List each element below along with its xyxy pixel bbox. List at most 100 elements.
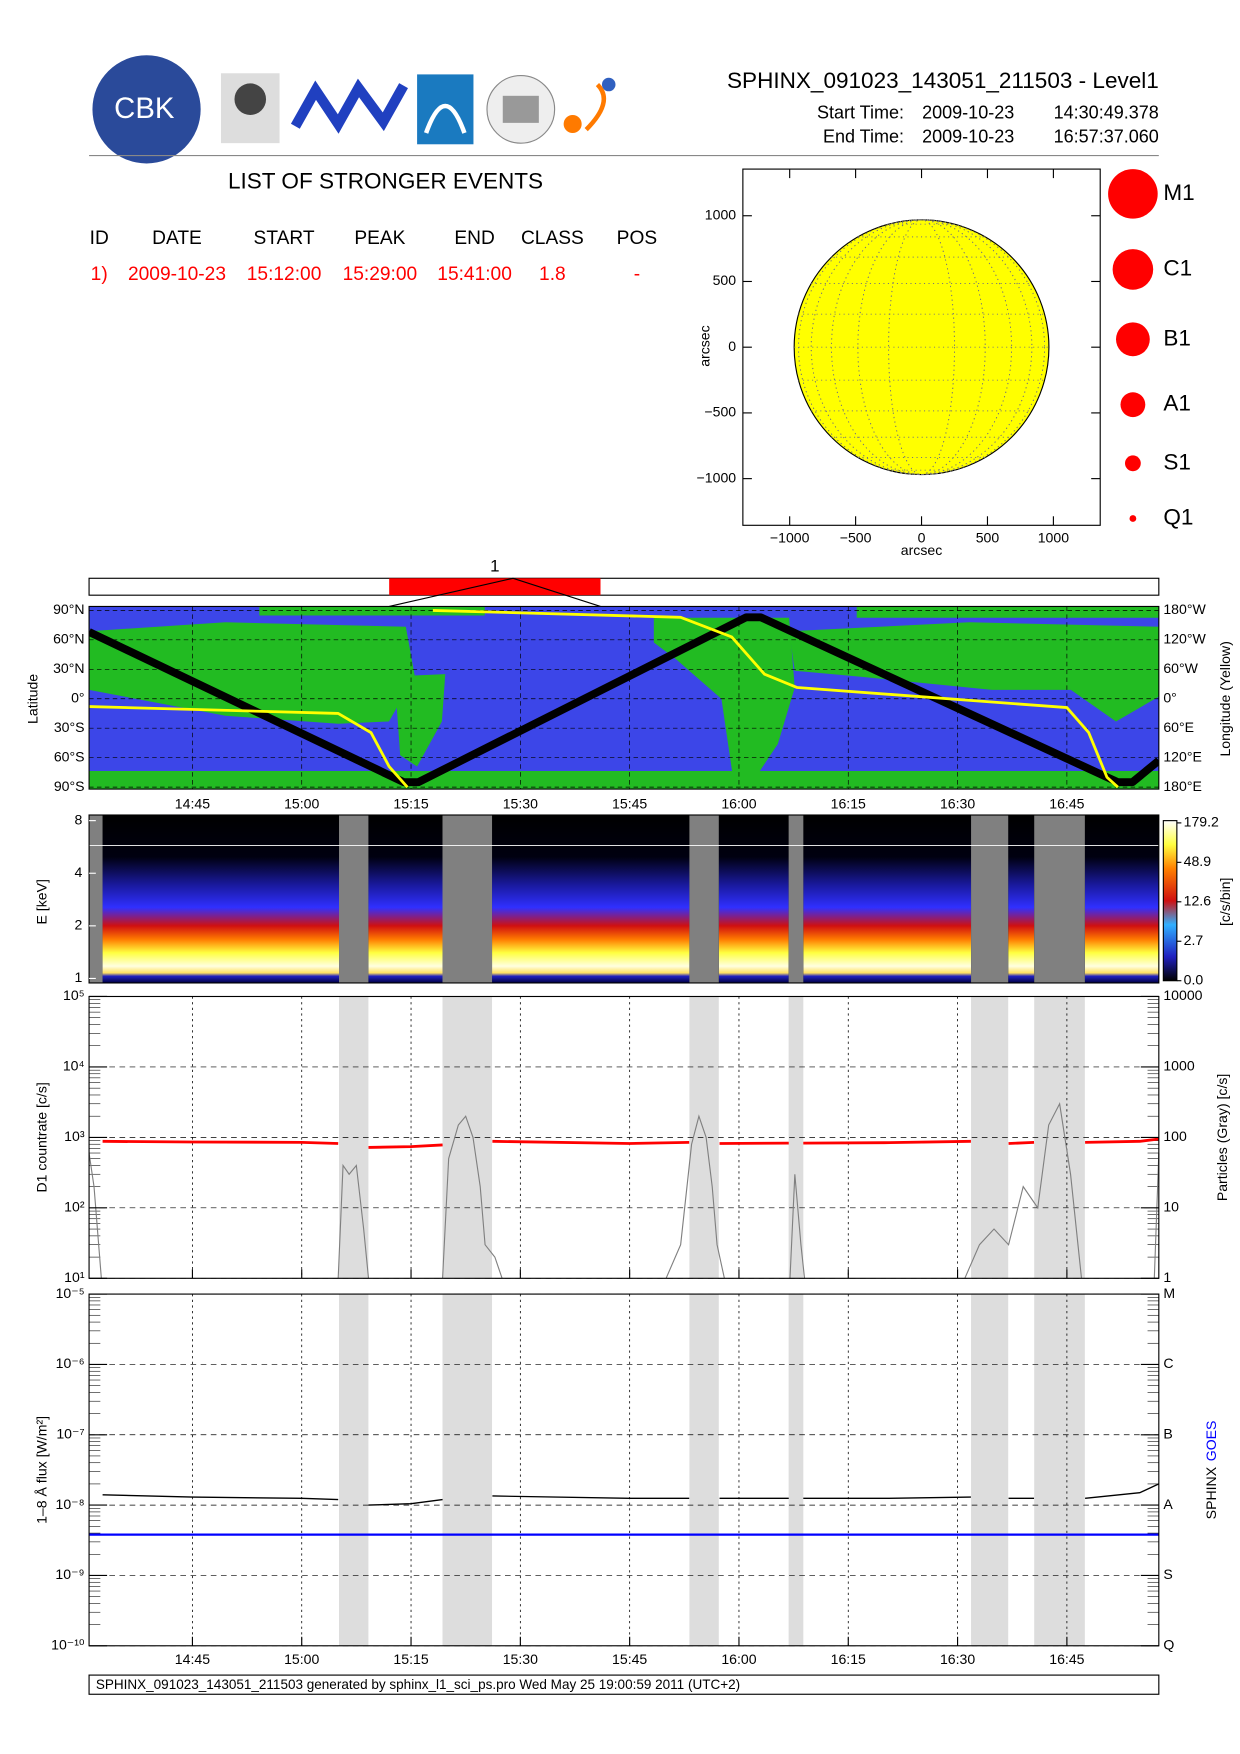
column-header: END (454, 228, 494, 249)
y-tick-label: 10⁻¹⁰ (51, 1637, 85, 1653)
spectrum (718, 815, 789, 983)
y-tick-label: 10⁻⁷ (56, 1425, 84, 1441)
event-span (389, 578, 601, 596)
y-tick-label: −1000 (697, 469, 737, 485)
legend-marker (1120, 392, 1146, 418)
y-tick-label: 10² (64, 1199, 85, 1215)
logos: CBK (92, 55, 616, 164)
land-shape (789, 622, 1159, 722)
data-gap (971, 1294, 1009, 1646)
colorbar-tick-label: 0.0 (1184, 971, 1204, 987)
y2-tick-label: 100 (1163, 1128, 1187, 1144)
land-shape (89, 622, 415, 724)
event-cell: 15:41:00 (437, 264, 512, 285)
x-tick-label: 16:15 (831, 1651, 866, 1667)
event-cell: 1.8 (539, 264, 566, 285)
x-tick-label: 500 (976, 530, 1000, 546)
y-tick-label: 500 (713, 272, 737, 288)
y-tick-label: 30°S (54, 719, 85, 735)
spectrum (1084, 815, 1159, 983)
spectrum (368, 815, 443, 983)
footer-text: SPHINX_091023_143051_211503 generated by… (96, 1677, 740, 1692)
y-tick-label: 90°S (54, 778, 85, 794)
x-tick-label: 0 (918, 530, 926, 546)
data-gap (1034, 815, 1085, 983)
y-tick-label: 10⁵ (63, 987, 85, 1003)
y2-tick-label: 0° (1163, 689, 1176, 705)
x-tick-label: 16:45 (1049, 1651, 1084, 1667)
y2-tick-label: 180°E (1163, 778, 1202, 794)
series-line (102, 1137, 1159, 1149)
y-tick-label: 8 (74, 811, 82, 827)
data-gap (442, 815, 493, 983)
x-tick-label: 15:30 (503, 1651, 538, 1667)
event-peak (389, 577, 601, 608)
start-time: 14:30:49.378 (1054, 103, 1159, 123)
legend-marker (1129, 515, 1137, 522)
land-shape (259, 606, 485, 616)
y2-tick-label: 10 (1163, 1199, 1179, 1215)
end-time: 16:57:37.060 (1054, 126, 1159, 146)
y2-tick-label: S (1163, 1566, 1172, 1582)
y-tick-label: −500 (704, 404, 736, 420)
logo-earth (601, 77, 616, 92)
spectrum (803, 815, 972, 983)
column-header: POS (617, 228, 657, 249)
x-tick-label: 16:00 (721, 1651, 756, 1667)
y-tick-label: 2 (74, 917, 82, 933)
y2-tick-label: 120°E (1163, 748, 1202, 764)
spectrum (492, 815, 690, 983)
legend-label: Q1 (1163, 504, 1193, 529)
x-tick-label: 16:30 (940, 1651, 975, 1667)
start-label: Start Time: (817, 103, 904, 123)
column-header: ID (90, 228, 109, 249)
y-tick-label: 90°N (53, 601, 84, 617)
logo-text: CBK (114, 92, 175, 125)
spectrum (102, 815, 340, 983)
legend-label: A1 (1163, 391, 1191, 416)
x-tick-label: 15:00 (284, 796, 319, 812)
x-tick-label: 15:15 (393, 1651, 428, 1667)
land-shape (89, 771, 1159, 790)
column-header: CLASS (521, 228, 584, 249)
y-tick-label: 10⁻⁸ (56, 1496, 85, 1512)
y-tick-label: 1000 (705, 206, 736, 222)
event-cell: 2009-10-23 (128, 264, 226, 285)
y2-tick-label: B (1163, 1425, 1172, 1441)
y-tick-label: 60°S (54, 748, 85, 764)
y-tick-label: 0° (71, 689, 84, 705)
logo-portrait-head (234, 83, 267, 115)
column-header: START (254, 228, 315, 249)
y-tick-label: 0 (728, 338, 736, 354)
legend-label: B1 (1163, 325, 1191, 350)
x-axis-label: arcsec (901, 542, 942, 558)
y2-axis-label: Particles (Gray) [c/s] (1214, 1074, 1230, 1202)
y2-tick-label: 180°W (1163, 601, 1206, 617)
event-cell: - (634, 264, 640, 285)
orbit-track (89, 613, 1159, 787)
legend-entry: SPHINX (1203, 1466, 1219, 1519)
legend: SPHINX GOES (1203, 1421, 1219, 1520)
legend-marker (1125, 455, 1141, 472)
y-axis-label: 1–8 Å flux [W/m²] (34, 1416, 50, 1524)
legend-label: C1 (1163, 255, 1192, 280)
y-tick-label: 10⁻⁵ (56, 1285, 85, 1301)
y-axis-label: Latitude (25, 674, 41, 724)
data-gap (339, 1294, 369, 1646)
logo-building (502, 95, 539, 123)
land-shape (653, 617, 795, 778)
y-axis-label: D1 countrate [c/s] (34, 1082, 50, 1192)
footer-box (88, 1674, 1160, 1695)
event-cell: 15:29:00 (343, 264, 418, 285)
spectrum (1008, 815, 1035, 983)
y2-axis-label: Longitude (Yellow) (1217, 641, 1233, 756)
logo-cbk (92, 55, 201, 164)
y-tick-label: 10⁻⁹ (55, 1566, 84, 1582)
legend-label: M1 (1163, 180, 1194, 205)
data-gap (1034, 1294, 1085, 1646)
disk-grid (888, 219, 955, 476)
y-tick-label: 10³ (64, 1128, 85, 1144)
colorbar-tick-label: 12.6 (1184, 893, 1212, 909)
